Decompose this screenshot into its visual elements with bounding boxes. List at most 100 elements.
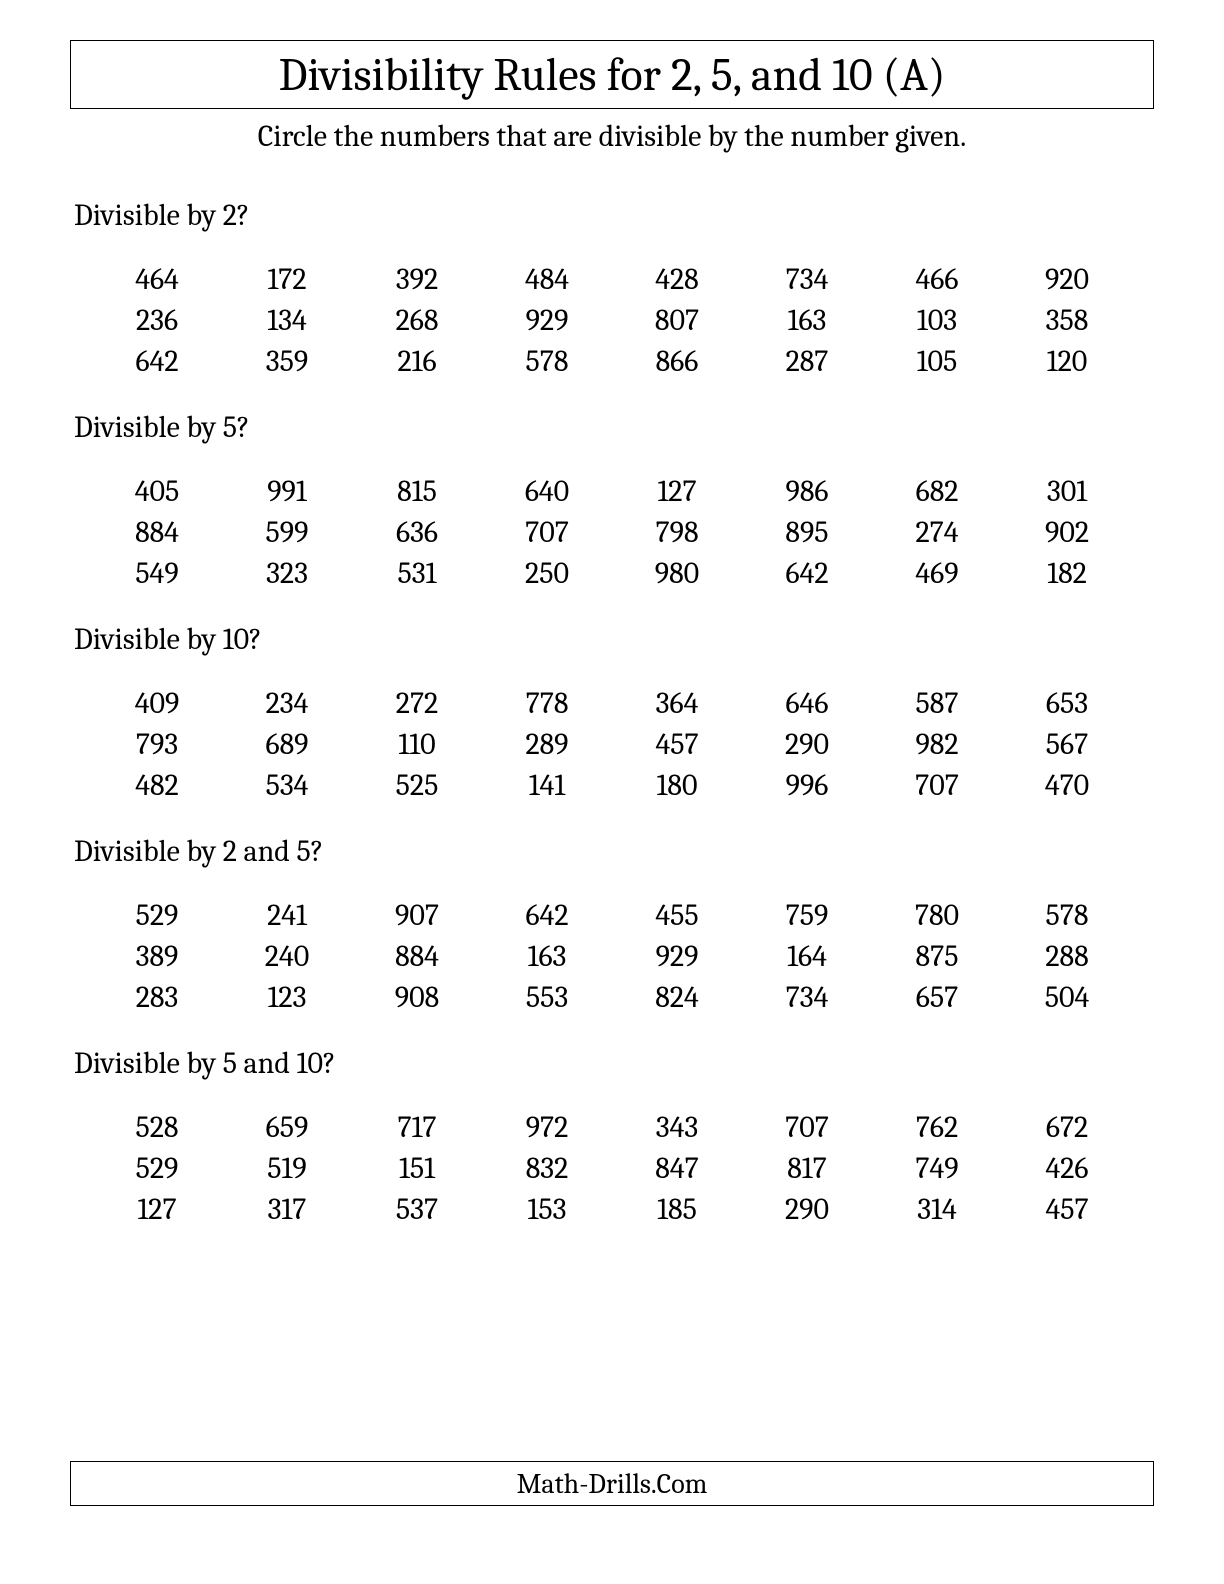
number-cell: 640 <box>482 473 612 510</box>
number-cell: 301 <box>1002 473 1132 510</box>
number-cell: 549 <box>92 555 222 592</box>
number-cell: 884 <box>92 514 222 551</box>
number-cell: 578 <box>482 343 612 380</box>
number-cell: 343 <box>612 1109 742 1146</box>
number-cell: 642 <box>92 343 222 380</box>
number-cell: 707 <box>482 514 612 551</box>
number-grid: 4092342727783646465876537936891102894572… <box>70 685 1154 804</box>
number-cell: 151 <box>352 1150 482 1187</box>
number-cell: 587 <box>872 685 1002 722</box>
worksheet-section: Divisible by 2 and 5?5292419076424557597… <box>70 834 1154 1016</box>
number-cell: 528 <box>92 1109 222 1146</box>
number-cell: 314 <box>872 1191 1002 1228</box>
number-cell: 272 <box>352 685 482 722</box>
footer-box: Math-Drills.Com <box>70 1461 1154 1506</box>
number-cell: 534 <box>222 767 352 804</box>
number-grid: 4641723924844287344669202361342689298071… <box>70 261 1154 380</box>
worksheet-section: Divisible by 5 and 10? 528659717972343707… <box>70 1046 1154 1228</box>
number-cell: 234 <box>222 685 352 722</box>
number-cell: 759 <box>742 897 872 934</box>
number-cell: 409 <box>92 685 222 722</box>
number-cell: 290 <box>742 1191 872 1228</box>
number-cell: 815 <box>352 473 482 510</box>
number-cell: 180 <box>612 767 742 804</box>
number-cell: 778 <box>482 685 612 722</box>
number-cell: 929 <box>482 302 612 339</box>
number-cell: 389 <box>92 938 222 975</box>
number-cell: 405 <box>92 473 222 510</box>
number-cell: 283 <box>92 979 222 1016</box>
number-cell: 920 <box>1002 261 1132 298</box>
number-cell: 525 <box>352 767 482 804</box>
number-cell: 531 <box>352 555 482 592</box>
number-cell: 996 <box>742 767 872 804</box>
number-cell: 636 <box>352 514 482 551</box>
section-label: Divisible by 5 and 10? <box>74 1046 1154 1081</box>
number-cell: 657 <box>872 979 1002 1016</box>
number-cell: 274 <box>872 514 1002 551</box>
number-grid: 5286597179723437077626725295191518328478… <box>70 1109 1154 1228</box>
worksheet-section: Divisible by 2?4641723924844287344669202… <box>70 198 1154 380</box>
number-cell: 980 <box>612 555 742 592</box>
number-cell: 457 <box>612 726 742 763</box>
number-cell: 529 <box>92 897 222 934</box>
number-cell: 153 <box>482 1191 612 1228</box>
number-cell: 734 <box>742 261 872 298</box>
number-cell: 141 <box>482 767 612 804</box>
number-cell: 392 <box>352 261 482 298</box>
number-cell: 464 <box>92 261 222 298</box>
number-cell: 426 <box>1002 1150 1132 1187</box>
number-cell: 457 <box>1002 1191 1132 1228</box>
number-cell: 847 <box>612 1150 742 1187</box>
number-cell: 642 <box>742 555 872 592</box>
number-cell: 895 <box>742 514 872 551</box>
number-cell: 134 <box>222 302 352 339</box>
number-cell: 991 <box>222 473 352 510</box>
number-cell: 875 <box>872 938 1002 975</box>
number-cell: 123 <box>222 979 352 1016</box>
number-cell: 986 <box>742 473 872 510</box>
number-cell: 120 <box>1002 343 1132 380</box>
number-cell: 289 <box>482 726 612 763</box>
number-cell: 240 <box>222 938 352 975</box>
number-cell: 717 <box>352 1109 482 1146</box>
number-cell: 519 <box>222 1150 352 1187</box>
number-cell: 185 <box>612 1191 742 1228</box>
number-cell: 358 <box>1002 302 1132 339</box>
number-cell: 466 <box>872 261 1002 298</box>
footer-text: Math-Drills.Com <box>517 1468 708 1500</box>
number-cell: 793 <box>92 726 222 763</box>
number-cell: 364 <box>612 685 742 722</box>
number-cell: 807 <box>612 302 742 339</box>
number-cell: 798 <box>612 514 742 551</box>
number-cell: 288 <box>1002 938 1132 975</box>
number-cell: 287 <box>742 343 872 380</box>
number-cell: 216 <box>352 343 482 380</box>
number-cell: 907 <box>352 897 482 934</box>
number-cell: 817 <box>742 1150 872 1187</box>
number-cell: 929 <box>612 938 742 975</box>
number-cell: 682 <box>872 473 1002 510</box>
number-grid: 5292419076424557597805783892408841639291… <box>70 897 1154 1016</box>
worksheet-section: Divisible by 10?409234272778364646587653… <box>70 622 1154 804</box>
worksheet-section: Divisible by 5?4059918156401279866823018… <box>70 410 1154 592</box>
number-cell: 172 <box>222 261 352 298</box>
number-cell: 902 <box>1002 514 1132 551</box>
number-cell: 469 <box>872 555 1002 592</box>
number-cell: 908 <box>352 979 482 1016</box>
number-cell: 672 <box>1002 1109 1132 1146</box>
number-cell: 982 <box>872 726 1002 763</box>
number-cell: 646 <box>742 685 872 722</box>
number-cell: 642 <box>482 897 612 934</box>
number-cell: 824 <box>612 979 742 1016</box>
number-cell: 241 <box>222 897 352 934</box>
number-cell: 504 <box>1002 979 1132 1016</box>
number-cell: 599 <box>222 514 352 551</box>
number-cell: 653 <box>1002 685 1132 722</box>
number-cell: 972 <box>482 1109 612 1146</box>
number-cell: 707 <box>872 767 1002 804</box>
number-cell: 884 <box>352 938 482 975</box>
number-cell: 103 <box>872 302 1002 339</box>
number-cell: 707 <box>742 1109 872 1146</box>
number-cell: 578 <box>1002 897 1132 934</box>
